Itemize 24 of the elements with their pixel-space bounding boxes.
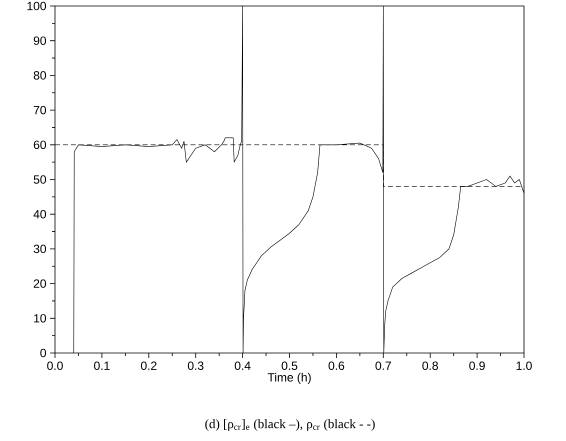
y-tick-label: 0 [40, 348, 46, 358]
x-tick-label: 0.8 [422, 362, 438, 370]
x-tick-label: 0.0 [47, 362, 63, 370]
y-tick-label: 90 [34, 36, 46, 45]
x-tick-label: 0.2 [140, 362, 157, 370]
y-tick-label: 10 [34, 314, 46, 323]
y-tick-label: 100 [27, 2, 46, 10]
y-tick-label: 50 [34, 175, 46, 184]
x-tick-label: 0.1 [94, 362, 110, 370]
y-tick-label: 30 [34, 244, 46, 254]
x-axis-title: Time (h) [268, 372, 311, 384]
x-tick-label: 0.7 [375, 362, 392, 370]
x-tick-label: 0.4 [234, 362, 251, 370]
x-tick-label: 0.3 [188, 362, 204, 370]
y-tick-label: 70 [34, 106, 46, 114]
y-tick-label: 20 [34, 279, 46, 288]
text: (d) [ρ$_{cr}$]$_{e}$ (black –), ρ$_{cr}$ (black - -) [205, 419, 375, 431]
y-tick-label: 60 [34, 140, 46, 150]
y-tick-label: 40 [33, 210, 46, 218]
x-tick-label: 1.0 [516, 362, 532, 370]
x-tick-label: 0.6 [328, 362, 344, 370]
x-tick-label: 0.5 [282, 362, 298, 370]
y-tick-label: 80 [34, 71, 46, 80]
x-tick-label: 0.9 [469, 362, 485, 370]
